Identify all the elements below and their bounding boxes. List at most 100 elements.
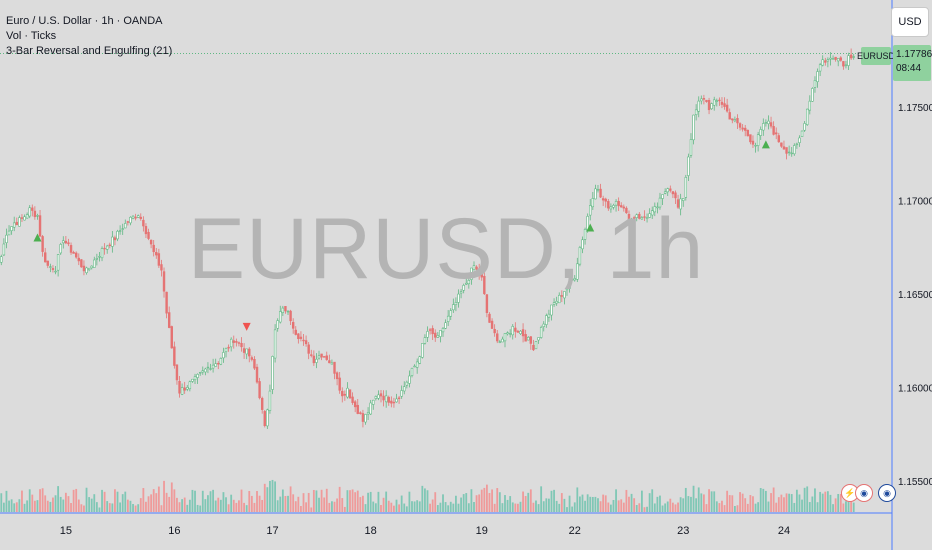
price-tick-label: 1.17500: [898, 103, 932, 114]
time-tick-label: 22: [569, 525, 581, 537]
candle-body: [95, 258, 99, 260]
volume-bar: [783, 497, 785, 512]
volume-bar: [134, 505, 137, 512]
volume-bar: [49, 501, 52, 512]
candle-body: [653, 206, 657, 213]
candle-body: [219, 358, 223, 365]
candle-body: [46, 260, 49, 266]
volume-bar: [622, 502, 625, 512]
flag-icon[interactable]: ◉: [855, 484, 873, 502]
volume-bar: [90, 498, 93, 512]
candle-body: [625, 207, 628, 214]
volume-bar: [780, 494, 783, 512]
candle-body: [467, 280, 471, 285]
volume-bar: [126, 499, 129, 512]
candle-body: [808, 100, 812, 111]
candle-body: [165, 291, 168, 314]
candle-body: [666, 188, 669, 193]
time-axis[interactable]: 15 16 17 18 19 22 23 24: [60, 525, 790, 537]
candle-body: [405, 381, 409, 386]
volume-bar: [429, 503, 431, 512]
candle-body: [426, 331, 429, 338]
candle-body: [180, 387, 184, 395]
volume-bar: [333, 501, 336, 512]
volume-bar: [274, 481, 277, 512]
candle-body: [744, 127, 747, 131]
candle-body: [98, 256, 101, 258]
candle-body: [255, 366, 259, 383]
flag-icon[interactable]: ◉: [878, 484, 896, 502]
candle-body: [428, 329, 432, 331]
candle-body: [384, 395, 388, 403]
reversal-indicator-label[interactable]: 3-Bar Reversal and Engulfing (21): [6, 45, 173, 57]
price-axis[interactable]: 1.15500 1.16000 1.16500 1.17000 1.17500: [898, 103, 932, 488]
volume-bar: [70, 502, 72, 512]
volume-bar: [300, 506, 302, 512]
candle-body: [780, 142, 783, 147]
volume-bar: [271, 479, 274, 512]
volume-bar: [480, 489, 483, 512]
volume-bar: [390, 502, 393, 512]
candle-body: [751, 140, 755, 145]
volume-bar: [64, 492, 67, 512]
volume-bar: [297, 496, 300, 512]
volume-bar: [669, 498, 672, 512]
volume-bar: [57, 486, 60, 512]
candle-body: [38, 215, 42, 237]
candle-body: [209, 368, 212, 370]
volume-bar: [54, 495, 57, 512]
volume-bar: [424, 488, 426, 512]
volume-bar: [578, 496, 581, 512]
volume-bar: [640, 490, 643, 512]
volume-bar: [2, 502, 5, 512]
candle-body: [147, 231, 150, 239]
volume-bar: [571, 506, 574, 512]
candle-body: [622, 206, 626, 209]
candle-body: [475, 266, 478, 270]
candle-body: [682, 198, 685, 201]
candle-body: [439, 330, 442, 337]
candle-body: [87, 267, 91, 271]
volume-indicator-label[interactable]: Vol · Ticks: [6, 30, 57, 42]
currency-button[interactable]: USD: [891, 7, 929, 37]
volume-bar: [411, 501, 413, 512]
volume-bar: [757, 502, 760, 512]
candle-body: [514, 327, 517, 332]
candle-body: [377, 394, 380, 399]
volume-bar: [266, 487, 269, 512]
candle-body: [454, 302, 458, 306]
volume-bar: [380, 504, 382, 512]
candle-body: [10, 226, 13, 231]
candle-body: [178, 380, 181, 394]
volume-bar: [736, 505, 739, 512]
volume-bar: [806, 486, 809, 512]
volume-bar: [705, 504, 708, 512]
candle-body: [201, 370, 204, 373]
volume-bar: [529, 489, 532, 512]
volume-bar: [455, 495, 457, 512]
volume-bar: [563, 498, 566, 512]
candle-body: [105, 245, 109, 250]
candle-body: [260, 397, 264, 410]
volume-bar: [847, 501, 850, 512]
volume-bar: [72, 489, 75, 512]
volume-bar: [374, 503, 377, 512]
volume-bar: [439, 502, 442, 512]
volume-bar: [248, 491, 251, 512]
volume-bar: [576, 487, 579, 512]
symbol-title[interactable]: Euro / U.S. Dollar · 1h · OANDA: [6, 15, 163, 27]
volume-bar: [478, 494, 481, 512]
candle-body: [493, 328, 496, 334]
candle-body: [599, 188, 602, 198]
candle-body: [614, 201, 618, 206]
candle-body: [620, 205, 623, 208]
candle-body: [506, 332, 509, 335]
volume-bar: [449, 501, 452, 512]
time-tick-label: 24: [778, 525, 790, 537]
candle-body: [372, 399, 375, 405]
candle-body: [576, 263, 579, 280]
volume-bar: [697, 487, 700, 512]
symbol-price-tag: EURUSD: [857, 47, 895, 65]
candle-body: [214, 363, 217, 367]
